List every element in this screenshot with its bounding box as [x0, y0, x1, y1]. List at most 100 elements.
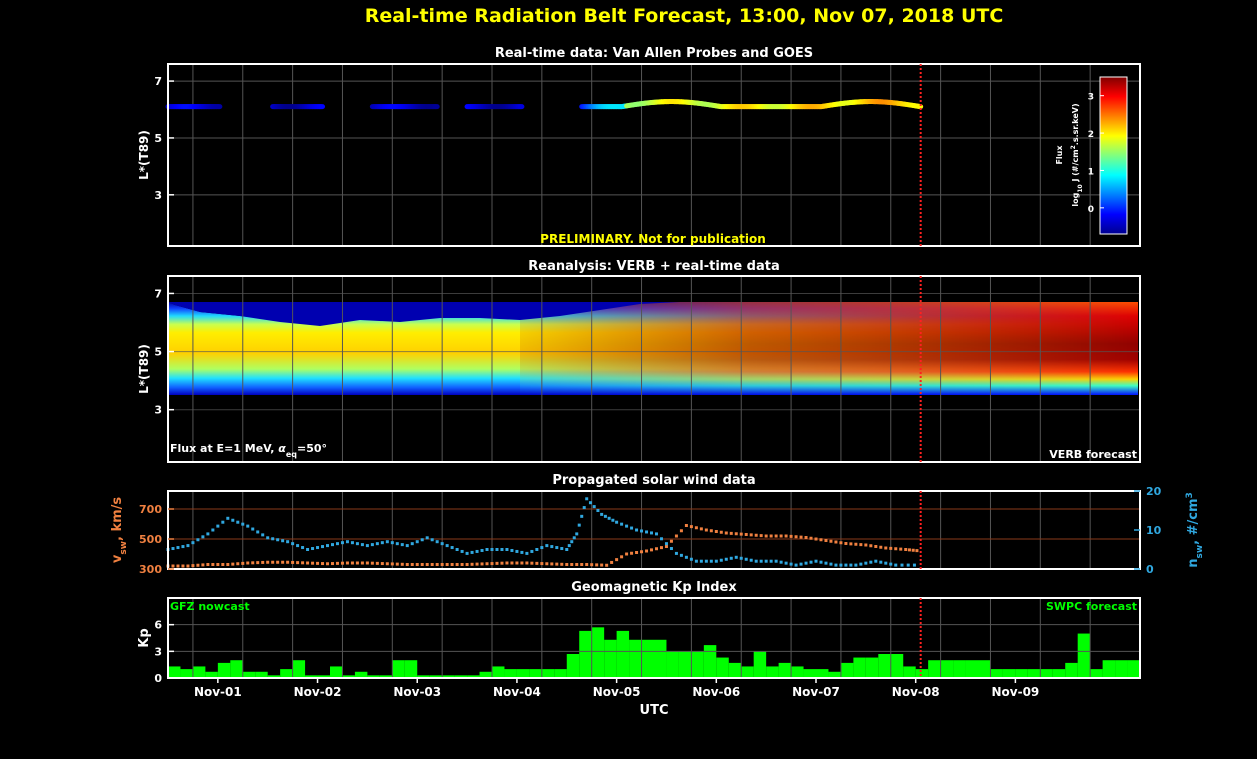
grid [168, 491, 1140, 569]
vsw-point [495, 562, 498, 565]
tick-label: 7 [154, 287, 162, 300]
nsw-point [555, 546, 558, 549]
nsw-point [695, 560, 698, 563]
vsw-point [500, 562, 503, 565]
vsw-point [491, 562, 494, 565]
nsw-point [311, 547, 314, 550]
panel-reanalysis: Reanalysis: VERB + real-time data 753 L*… [137, 259, 1140, 462]
vsw-point [839, 541, 842, 544]
vsw-point [351, 562, 354, 565]
vsw-point [436, 563, 439, 566]
vsw-point [670, 540, 673, 543]
swpc-forecast-note: SWPC forecast [1046, 600, 1137, 613]
nsw-point [596, 509, 599, 512]
nsw-point [608, 517, 611, 520]
nsw-point [630, 527, 633, 530]
vsw-point [805, 536, 808, 539]
panel-title: Geomagnetic Kp Index [571, 580, 737, 595]
nsw-point [765, 560, 768, 563]
nsw-point [495, 548, 498, 551]
vsw-point [785, 535, 788, 538]
kp-bars [168, 627, 1140, 678]
nsw-point [436, 540, 439, 543]
x-tick-label: Nov-03 [393, 685, 441, 699]
plot-frame [168, 64, 1140, 246]
x-tick-label: Nov-06 [692, 685, 740, 699]
nsw-point [568, 544, 571, 547]
kp-bar [280, 669, 292, 678]
vsw-point [730, 532, 733, 535]
panel-title: Real-time data: Van Allen Probes and GOE… [495, 46, 813, 61]
nsw-point [481, 549, 484, 552]
nsw-point [800, 563, 803, 566]
nsw-point [271, 537, 274, 540]
nsw-point [211, 529, 214, 532]
panel-title: Reanalysis: VERB + real-time data [528, 259, 780, 274]
nsw-point [720, 559, 723, 562]
vsw-point [770, 535, 773, 538]
nsw-point [176, 546, 179, 549]
kp-bar [1078, 634, 1090, 678]
vsw-point [276, 561, 279, 564]
vsw-point [231, 563, 234, 566]
vsw-point [610, 561, 613, 564]
vsw-point [795, 535, 798, 538]
vsw-point [700, 527, 703, 530]
vsw-point [416, 563, 419, 566]
nsw-point [525, 552, 528, 555]
kp-bar [716, 658, 728, 678]
nsw-point [869, 561, 872, 564]
nsw-point [670, 547, 673, 550]
tick-label: 3 [154, 404, 162, 417]
vsw-point [371, 562, 374, 565]
vsw-point [829, 540, 832, 543]
vsw-point [505, 562, 508, 565]
nsw-point [520, 551, 523, 554]
nsw-point [700, 560, 703, 563]
nsw-point [844, 564, 847, 567]
vsw-point [635, 551, 638, 554]
nsw-point [570, 540, 573, 543]
y-ticks: 753 [154, 75, 174, 202]
nsw-point [351, 541, 354, 544]
nsw-point [755, 560, 758, 563]
kp-bar [604, 640, 616, 678]
vsw-point [251, 561, 254, 564]
nsw-point [356, 542, 359, 545]
nsw-point [231, 519, 234, 522]
nsw-point [241, 523, 244, 526]
nsw-point [635, 529, 638, 532]
vsw-point [181, 565, 184, 568]
nsw-point [829, 563, 832, 566]
kp-bar [554, 669, 566, 678]
tick-label: 7 [154, 75, 162, 88]
nsw-point [515, 550, 518, 553]
vsw-point [530, 562, 533, 565]
vsw-point [775, 535, 778, 538]
kp-bar [230, 660, 242, 678]
nsw-point [573, 536, 576, 539]
vsw-point [341, 562, 344, 565]
nsw-point [685, 556, 688, 559]
nsw-point [593, 505, 596, 508]
vsw-point [590, 563, 593, 566]
vsw-point [545, 562, 548, 565]
nsw-point [580, 515, 583, 518]
nsw-point [824, 562, 827, 565]
nsw-point [680, 554, 683, 557]
vsw-point [555, 563, 558, 566]
kp-bar [804, 669, 816, 678]
vsw-point [620, 555, 623, 558]
nsw-point [500, 548, 503, 551]
vsw-point [810, 537, 813, 540]
kp-bar [392, 660, 404, 678]
nsw-point [346, 540, 349, 543]
vsw-point [176, 565, 179, 568]
vsw-point [715, 530, 718, 533]
kp-bar [193, 666, 205, 678]
nsw-point [565, 548, 568, 551]
vsw-point [685, 524, 688, 527]
kp-bar [330, 666, 342, 678]
nsw-point [620, 523, 623, 526]
